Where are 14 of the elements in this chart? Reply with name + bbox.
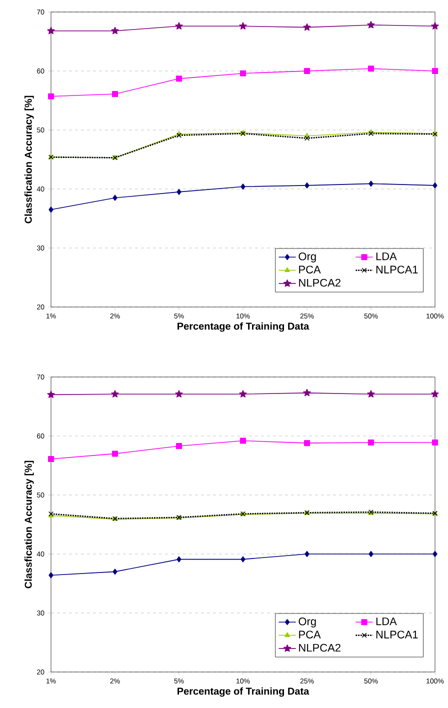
x-axis-title: Percentage of Training Data <box>178 687 310 697</box>
x-axis-title: Percentage of Training Data <box>178 322 310 332</box>
legend-label: Org <box>298 252 316 262</box>
legend-label: NLPCA1 <box>376 630 418 638</box>
legend-label: NLPCA1 <box>376 266 418 274</box>
legend-label: Org <box>298 618 316 628</box>
legend-label: LDA <box>376 252 397 260</box>
legend-label: NLPCA2 <box>299 644 340 652</box>
legend-label: PCA <box>299 630 321 638</box>
legend-label: PCA <box>299 266 321 274</box>
legend-label: LDA <box>376 618 397 626</box>
y-axis-title: Classfication Accuracy [%] <box>24 96 34 224</box>
y-axis-title: Classfication Accuracy [%] <box>24 460 34 588</box>
legend-label: NLPCA2 <box>299 278 340 287</box>
